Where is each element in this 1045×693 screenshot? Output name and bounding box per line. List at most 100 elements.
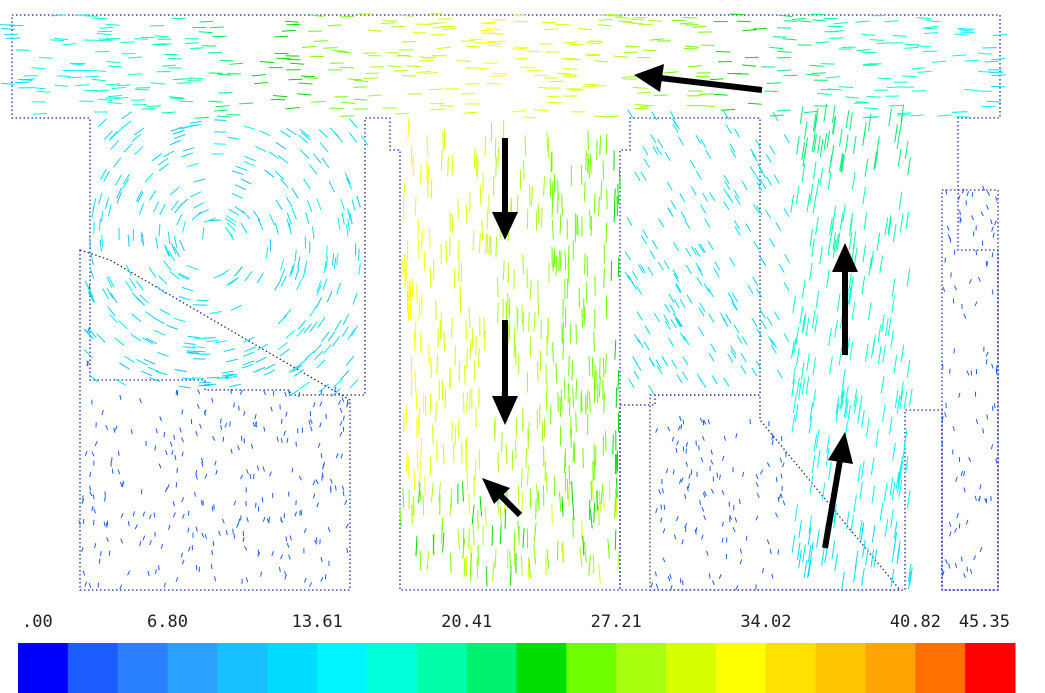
velocity-vector — [680, 211, 687, 221]
velocity-vector — [566, 479, 569, 500]
velocity-vector — [676, 318, 683, 328]
velocity-vector — [770, 339, 777, 349]
velocity-vector — [707, 240, 714, 250]
velocity-vector — [415, 535, 418, 556]
velocity-vector — [217, 73, 232, 76]
velocity-vector — [299, 149, 310, 159]
velocity-vector — [234, 205, 245, 214]
velocity-vector — [655, 427, 659, 433]
velocity-vector — [681, 371, 688, 381]
velocity-vector — [805, 376, 810, 395]
velocity-vector — [664, 151, 671, 161]
velocity-vector — [842, 204, 846, 223]
velocity-vector — [740, 353, 747, 363]
velocity-vector — [175, 576, 179, 582]
velocity-vector — [594, 275, 596, 296]
velocity-vector — [418, 299, 421, 320]
velocity-vector — [651, 111, 658, 121]
velocity-vector — [316, 284, 322, 296]
velocity-vector — [879, 503, 884, 522]
velocity-vector — [636, 285, 643, 295]
velocity-vector — [172, 78, 187, 81]
velocity-vector — [588, 392, 591, 413]
velocity-vector — [899, 213, 904, 232]
velocity-vector — [581, 519, 583, 540]
velocity-vector — [179, 385, 192, 389]
velocity-vector — [344, 499, 348, 505]
velocity-vector — [991, 363, 994, 369]
velocity-vector — [729, 517, 731, 523]
flow-arrow-head — [832, 243, 858, 272]
velocity-vector — [105, 23, 120, 26]
velocity-vector — [588, 555, 591, 576]
velocity-vector — [182, 147, 195, 152]
velocity-vector — [217, 115, 232, 118]
velocity-vector — [839, 391, 844, 410]
velocity-vector — [299, 128, 310, 138]
velocity-vector — [280, 258, 285, 271]
velocity-vector — [852, 135, 857, 154]
flow-arrows — [482, 64, 858, 549]
velocity-vector — [768, 336, 775, 346]
velocity-vector — [89, 491, 93, 497]
velocity-vector — [259, 60, 274, 64]
velocity-vector — [673, 273, 680, 283]
velocity-vector — [838, 347, 843, 366]
velocity-vector — [908, 388, 913, 407]
velocity-vector — [218, 269, 230, 277]
velocity-vector — [327, 24, 342, 27]
velocity-vector — [113, 157, 122, 168]
velocity-vector — [667, 426, 671, 432]
velocity-vector — [413, 331, 416, 352]
velocity-vector — [684, 220, 691, 230]
velocity-vector — [721, 455, 725, 461]
velocity-vector — [656, 365, 663, 375]
velocity-vector — [253, 210, 261, 222]
velocity-vector — [589, 153, 592, 174]
velocity-vector — [797, 20, 812, 23]
velocity-vector — [809, 184, 814, 203]
velocity-vector — [776, 69, 791, 72]
velocity-vector — [49, 39, 64, 41]
velocity-vector — [812, 19, 827, 22]
velocity-vector — [336, 253, 339, 266]
velocity-vector — [881, 314, 885, 333]
velocity-vector — [278, 566, 281, 573]
velocity-vector — [867, 113, 872, 132]
velocity-vector — [991, 58, 1006, 61]
velocity-vector — [178, 273, 190, 280]
velocity-vector — [994, 220, 997, 226]
velocity-vector — [31, 87, 46, 90]
velocity-vector — [168, 231, 171, 244]
velocity-vector — [870, 457, 875, 476]
velocity-vector — [564, 41, 579, 44]
velocity-vector — [193, 304, 206, 306]
velocity-vector — [278, 155, 289, 164]
velocity-vector — [843, 399, 848, 417]
velocity-vector — [284, 20, 299, 23]
velocity-vector — [940, 567, 944, 573]
velocity-vector — [243, 336, 255, 343]
velocity-vector — [288, 222, 292, 235]
velocity-vector — [493, 72, 508, 75]
velocity-vector — [805, 73, 820, 76]
velocity-vector — [731, 300, 738, 310]
velocity-vector — [848, 286, 853, 305]
velocity-vector — [575, 411, 577, 432]
velocity-vector — [456, 60, 471, 62]
velocity-vector — [581, 85, 596, 88]
velocity-vector — [340, 453, 343, 459]
velocity-vector — [1, 82, 16, 85]
velocity-vector — [685, 448, 688, 454]
velocity-vector — [525, 50, 540, 53]
velocity-vector — [316, 502, 320, 508]
colorbar: .00 6.80 13.61 20.41 27.21 34.02 40.82 45.35 — [18, 612, 1016, 693]
velocity-vector — [685, 45, 700, 48]
velocity-vector — [739, 559, 743, 565]
velocity-vector — [186, 162, 199, 168]
velocity-vector — [139, 540, 142, 547]
velocity-vector — [309, 426, 313, 432]
velocity-vector — [792, 366, 796, 385]
velocity-vector — [701, 534, 704, 540]
velocity-vector — [303, 323, 312, 334]
